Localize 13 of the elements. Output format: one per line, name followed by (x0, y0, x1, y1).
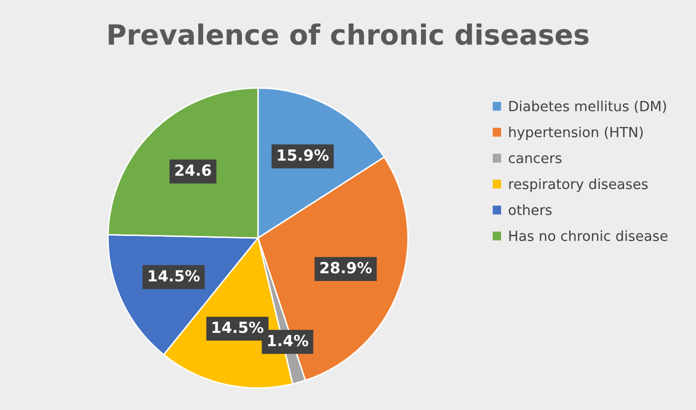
data-label: 14.5% (212, 322, 264, 334)
legend-label: Diabetes mellitus (DM) (509, 100, 666, 114)
legend-label: respiratory diseases (509, 178, 648, 192)
legend-label: others (508, 204, 552, 216)
legend-label: hypertension (HTN) (509, 126, 643, 140)
chart-title: Prevalence of chronic diseases (108, 23, 588, 45)
legend-label: cancers (508, 155, 562, 164)
data-label: 15.9% (278, 149, 329, 161)
data-label: 14.5% (148, 270, 200, 282)
data-label: 28.9% (320, 262, 372, 274)
legend-label: Has no chronic disease (509, 230, 668, 242)
data-label: 1.4% (268, 334, 308, 346)
data-label: 24.6 (175, 164, 211, 176)
